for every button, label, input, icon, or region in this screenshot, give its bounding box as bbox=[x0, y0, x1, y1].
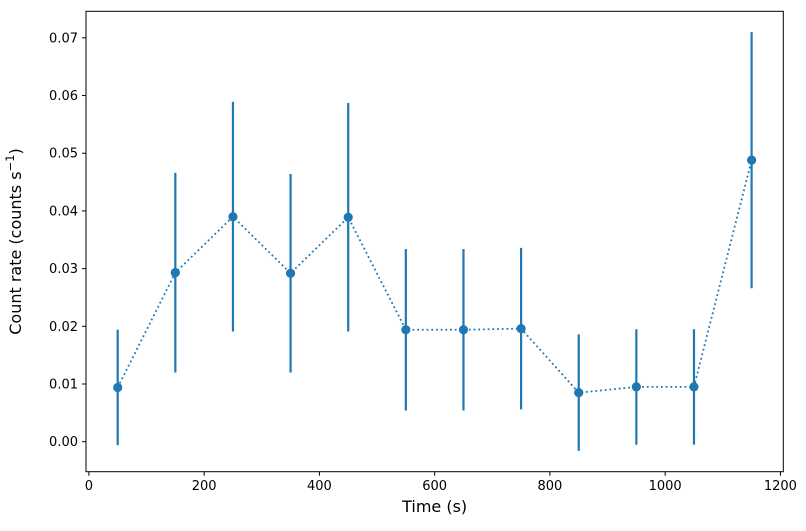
data-point-marker bbox=[747, 155, 757, 165]
data-point-marker bbox=[574, 388, 584, 398]
data-series bbox=[113, 32, 757, 451]
y-tick-label: 0.00 bbox=[49, 435, 78, 450]
y-tick-label: 0.04 bbox=[49, 204, 78, 219]
x-tick-label: 400 bbox=[307, 479, 332, 494]
y-tick-label: 0.07 bbox=[49, 31, 78, 46]
y-tick-label: 0.02 bbox=[49, 320, 78, 335]
y-tick-label: 0.01 bbox=[49, 378, 78, 393]
data-point-marker bbox=[458, 325, 469, 335]
data-point-marker bbox=[689, 382, 699, 392]
x-tick-label: 1200 bbox=[764, 479, 797, 494]
data-point-marker bbox=[113, 382, 123, 393]
data-point-marker bbox=[285, 268, 296, 278]
data-point-marker bbox=[401, 325, 411, 335]
data-point-marker bbox=[343, 212, 353, 222]
y-tick-label: 0.06 bbox=[49, 89, 78, 104]
x-axis-label: Time (s) bbox=[401, 497, 467, 516]
x-tick-label: 800 bbox=[537, 479, 562, 494]
data-point-marker bbox=[170, 268, 180, 278]
y-tick-label: 0.03 bbox=[49, 262, 78, 277]
x-tick-label: 200 bbox=[192, 479, 217, 494]
x-tick-label: 0 bbox=[85, 479, 93, 494]
data-point-marker bbox=[228, 212, 238, 222]
x-tick-label: 600 bbox=[422, 479, 447, 494]
y-axis-label: Count rate (counts s−1) bbox=[3, 148, 25, 335]
x-tick-label: 1000 bbox=[649, 479, 682, 494]
y-tick-label: 0.05 bbox=[49, 147, 78, 162]
plot-frame bbox=[85, 10, 784, 473]
data-point-marker bbox=[516, 324, 526, 334]
data-point-marker bbox=[631, 382, 641, 392]
